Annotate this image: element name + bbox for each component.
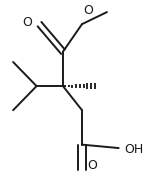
Text: O: O — [87, 159, 97, 172]
Text: O: O — [22, 16, 32, 29]
Text: OH: OH — [124, 143, 144, 156]
Text: O: O — [83, 4, 93, 17]
